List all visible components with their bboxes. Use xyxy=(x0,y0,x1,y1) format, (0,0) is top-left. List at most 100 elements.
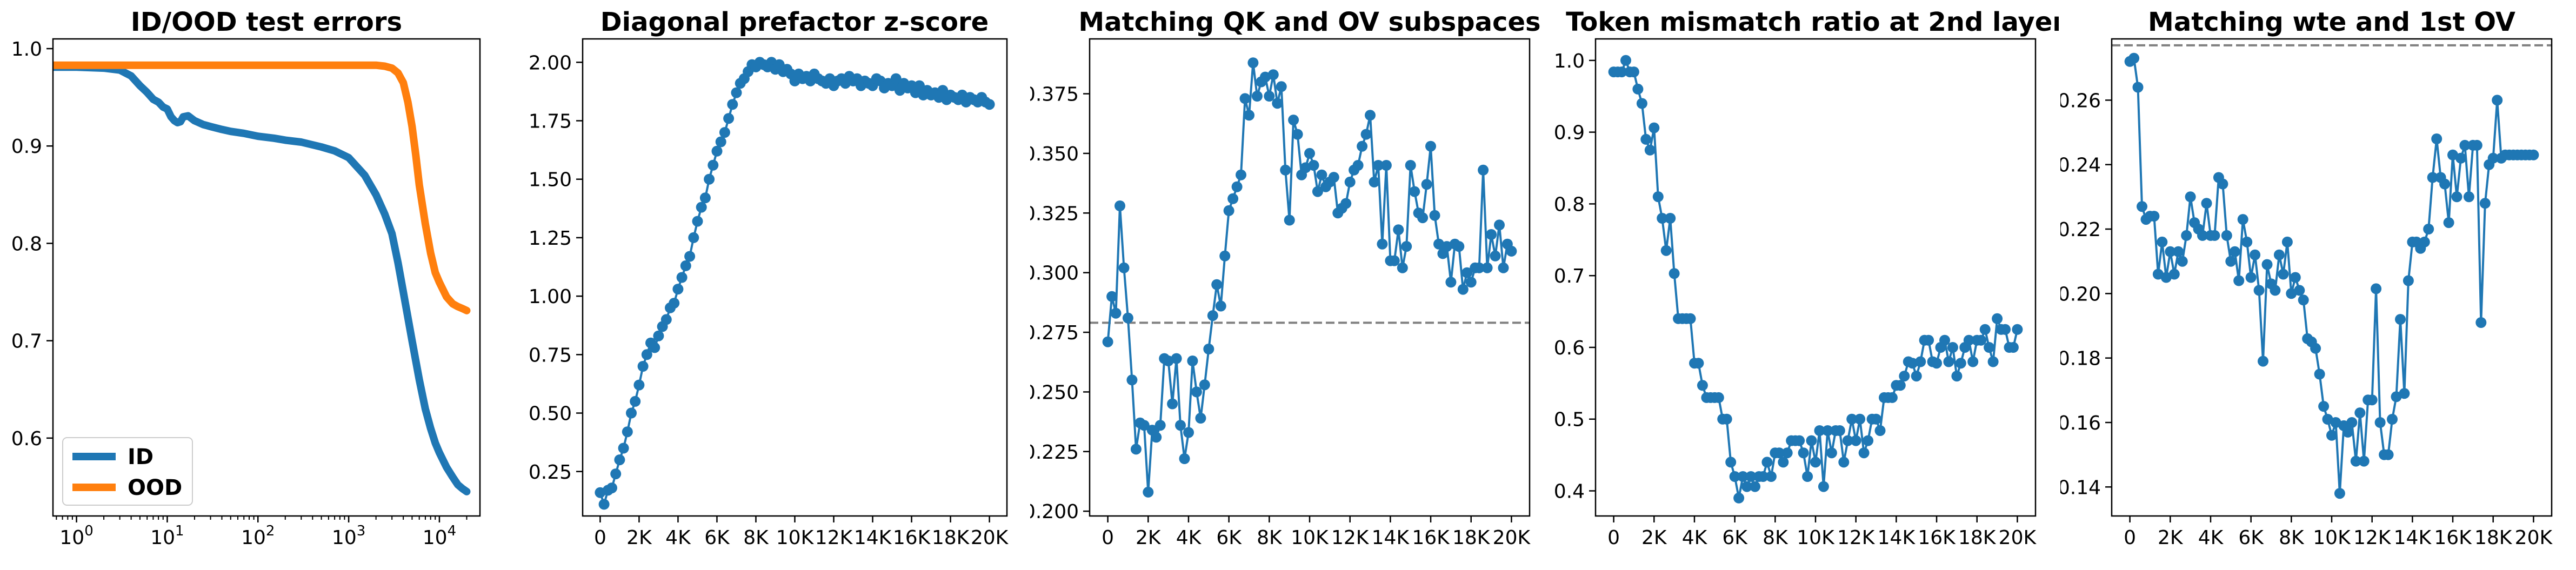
data-point xyxy=(1401,241,1412,252)
data-point xyxy=(1191,386,1202,398)
chart-matching-qk-ov-subspaces: Matching QK and OV subspaces 0 2K 4K 6K 8K 10K… xyxy=(1030,0,1544,570)
data-point xyxy=(1154,420,1166,431)
data-point xyxy=(1907,358,1918,369)
data-point xyxy=(2290,272,2301,283)
data-point xyxy=(1340,198,1352,209)
data-point xyxy=(1757,471,1769,482)
data-point xyxy=(2399,388,2410,399)
chart-title: Matching QK and OV subspaces xyxy=(1078,7,1540,37)
x-tick-label: 102 xyxy=(241,523,275,549)
data-point xyxy=(1761,457,1773,468)
x-tick-label: 14K xyxy=(1372,527,1410,549)
data-point xyxy=(1461,267,1473,278)
x-tick-label: 10K xyxy=(2313,527,2351,549)
data-point xyxy=(1308,160,1319,171)
data-point xyxy=(1227,193,1239,204)
data-point xyxy=(2261,259,2273,270)
x-tick-label: 16K xyxy=(893,527,931,549)
tick-exponent: 2 xyxy=(266,523,275,539)
data-point xyxy=(2278,269,2289,280)
data-point xyxy=(1223,205,1234,216)
data-point xyxy=(2447,149,2458,160)
x-tick-label: 8K xyxy=(1763,527,1788,549)
data-point xyxy=(1207,310,1218,321)
data-point xyxy=(1854,413,1866,425)
data-point xyxy=(1911,371,1922,382)
data-point xyxy=(1151,432,1162,443)
data-point xyxy=(1697,380,1708,391)
data-point xyxy=(1312,186,1323,197)
y-tick-label: 0.9 xyxy=(1554,122,1585,144)
data-point xyxy=(1380,160,1392,171)
data-point xyxy=(1834,425,1845,436)
y-tick-label: 0.200 xyxy=(1030,501,1079,523)
data-point xyxy=(672,284,684,295)
data-point xyxy=(1360,129,1372,140)
data-point xyxy=(2475,317,2487,328)
data-point xyxy=(2233,275,2245,286)
data-point xyxy=(1806,435,1817,446)
y-tick-label: 0.16 xyxy=(2060,412,2101,434)
data-point xyxy=(1130,444,1142,455)
data-point xyxy=(890,73,902,84)
data-point xyxy=(2455,152,2466,164)
x-tick-label: 12K xyxy=(1837,527,1876,549)
data-point xyxy=(2000,324,2011,335)
data-point xyxy=(1276,81,1287,92)
data-point xyxy=(2427,172,2438,183)
data-point xyxy=(1931,358,1942,369)
data-point xyxy=(2431,133,2442,144)
data-point xyxy=(2160,272,2172,283)
data-point xyxy=(1110,307,1122,319)
x-tick-label: 6K xyxy=(2238,527,2264,549)
data-point xyxy=(1660,245,1672,256)
y-tick-label: 0.8 xyxy=(11,233,42,255)
data-point xyxy=(1453,241,1465,252)
data-point xyxy=(2342,426,2353,438)
x-tick-label: 4K xyxy=(1176,527,1202,549)
y-tick-label: 0.25 xyxy=(529,461,572,484)
data-point xyxy=(2463,191,2474,203)
legend-label: ID xyxy=(128,445,154,470)
y-tick-label: 0.26 xyxy=(2060,90,2101,112)
data-point xyxy=(2286,288,2297,299)
data-point xyxy=(2395,314,2406,325)
data-point xyxy=(1640,133,1652,145)
data-point xyxy=(1725,457,1737,468)
data-point xyxy=(914,80,925,91)
data-point xyxy=(2229,246,2240,257)
y-tick-label: 0.275 xyxy=(1030,322,1079,344)
plot-frame xyxy=(1594,38,2037,517)
tick-base: 10 xyxy=(59,527,84,549)
data-point xyxy=(1943,356,1954,367)
data-point xyxy=(2479,198,2491,209)
series-line-0 xyxy=(599,61,991,506)
tick-exponent: 3 xyxy=(357,523,366,539)
x-tick-label: 4K xyxy=(1682,527,1708,549)
tick-base: 10 xyxy=(241,527,266,549)
series-line-id xyxy=(53,63,471,495)
tick-base: 10 xyxy=(423,527,448,549)
data-point xyxy=(1494,219,1505,231)
x-tick-label: 12K xyxy=(1331,527,1370,549)
data-point xyxy=(711,145,723,157)
x-tick-label: 8K xyxy=(743,527,769,549)
y-tick-label: 0.50 xyxy=(529,403,572,425)
data-point xyxy=(2132,82,2144,93)
data-point xyxy=(1745,471,1757,482)
data-point xyxy=(2350,455,2361,467)
data-point xyxy=(684,251,696,262)
x-tick-label: 101 xyxy=(150,523,184,549)
data-point xyxy=(1239,93,1251,104)
chart-svg: Matching QK and OV subspaces 0 2K 4K 6K 8K 10K… xyxy=(1030,7,1541,549)
data-point xyxy=(1272,98,1283,109)
data-point xyxy=(1179,453,1190,464)
data-point xyxy=(2387,414,2398,425)
data-point xyxy=(1389,255,1400,266)
data-point xyxy=(1915,356,1926,367)
y-tick-label: 1.25 xyxy=(529,227,572,250)
data-point xyxy=(1951,371,1963,382)
data-point xyxy=(1344,176,1356,187)
x-tick-label: 8K xyxy=(2279,527,2305,549)
